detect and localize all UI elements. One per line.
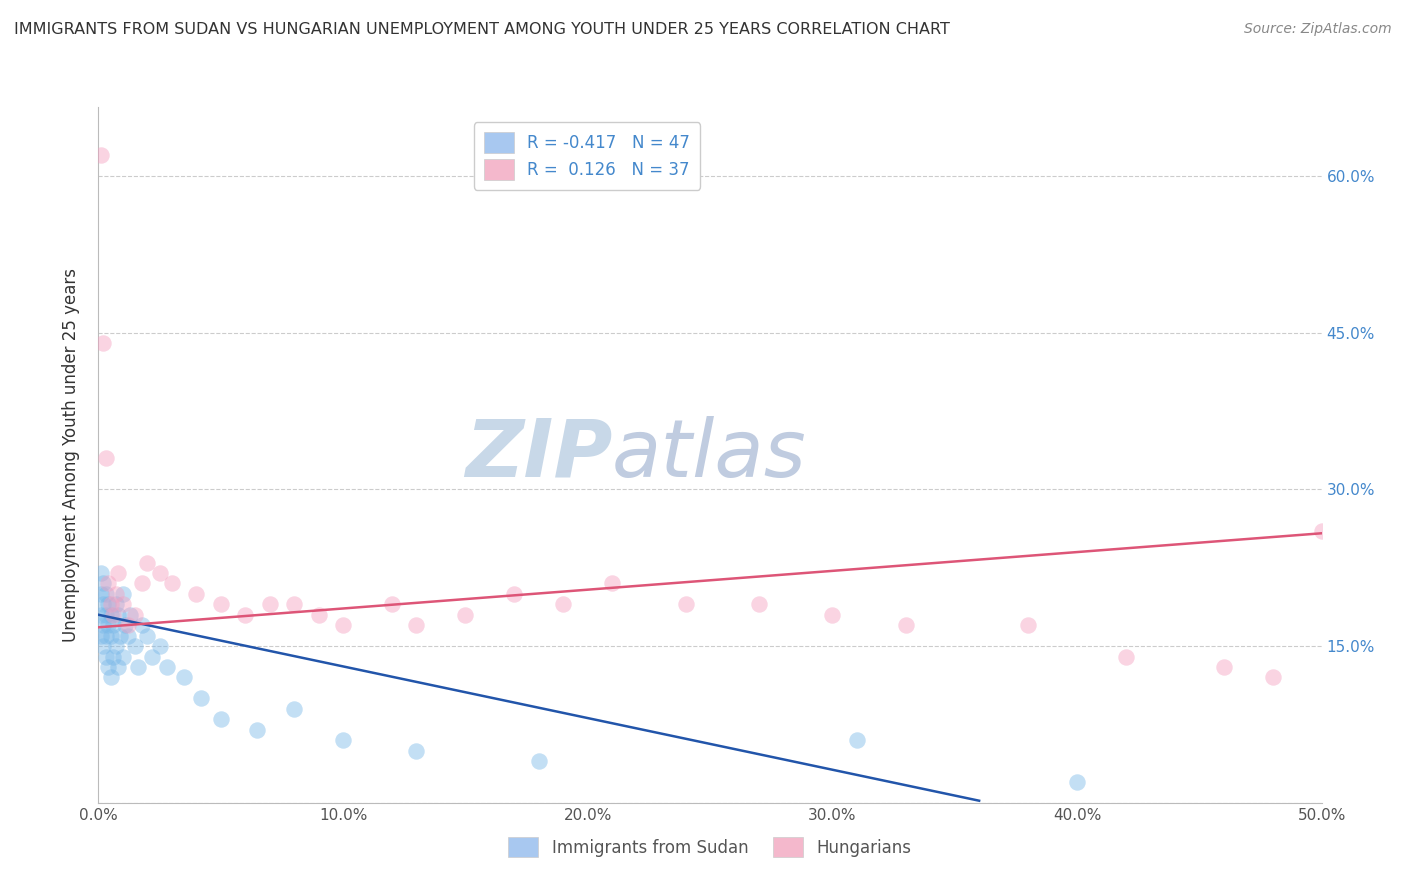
Point xyxy=(748,597,770,611)
Point xyxy=(259,597,281,611)
Point xyxy=(94,649,117,664)
Point xyxy=(156,660,179,674)
Point xyxy=(381,597,404,611)
Point xyxy=(527,754,550,768)
Point xyxy=(107,607,129,622)
Point xyxy=(104,639,127,653)
Point xyxy=(1261,670,1284,684)
Point xyxy=(91,618,114,632)
Point xyxy=(100,670,122,684)
Point xyxy=(186,587,208,601)
Point xyxy=(173,670,195,684)
Point xyxy=(90,566,112,580)
Point xyxy=(107,660,129,674)
Point xyxy=(94,587,117,601)
Point xyxy=(94,607,117,622)
Point xyxy=(209,597,232,611)
Point xyxy=(101,649,124,664)
Point xyxy=(100,629,122,643)
Point xyxy=(91,576,114,591)
Point xyxy=(283,702,305,716)
Point xyxy=(104,597,127,611)
Point xyxy=(100,597,122,611)
Point xyxy=(114,618,136,632)
Point xyxy=(124,607,146,622)
Point xyxy=(332,618,354,632)
Point xyxy=(97,618,120,632)
Point xyxy=(97,576,120,591)
Point xyxy=(104,587,127,601)
Point xyxy=(283,597,305,611)
Point xyxy=(111,597,134,611)
Point xyxy=(136,556,159,570)
Point xyxy=(1310,524,1333,538)
Point xyxy=(136,629,159,643)
Point xyxy=(149,566,172,580)
Point xyxy=(1066,775,1088,789)
Point xyxy=(308,607,330,622)
Point xyxy=(141,649,163,664)
Point xyxy=(97,597,120,611)
Point xyxy=(101,618,124,632)
Point xyxy=(120,607,142,622)
Point xyxy=(91,597,114,611)
Point xyxy=(90,607,112,622)
Point xyxy=(131,618,153,632)
Point xyxy=(124,639,146,653)
Point xyxy=(94,629,117,643)
Point xyxy=(94,451,117,466)
Point xyxy=(117,629,139,643)
Point xyxy=(100,607,122,622)
Point xyxy=(845,733,868,747)
Y-axis label: Unemployment Among Youth under 25 years: Unemployment Among Youth under 25 years xyxy=(62,268,80,642)
Point xyxy=(117,618,139,632)
Point xyxy=(97,660,120,674)
Point xyxy=(190,691,212,706)
Point xyxy=(675,597,697,611)
Point xyxy=(821,607,844,622)
Point xyxy=(246,723,269,737)
Legend: Immigrants from Sudan, Hungarians: Immigrants from Sudan, Hungarians xyxy=(502,830,918,864)
Point xyxy=(405,618,427,632)
Point xyxy=(1017,618,1039,632)
Point xyxy=(149,639,172,653)
Point xyxy=(127,660,149,674)
Point xyxy=(405,743,427,757)
Point xyxy=(600,576,623,591)
Text: IMMIGRANTS FROM SUDAN VS HUNGARIAN UNEMPLOYMENT AMONG YOUTH UNDER 25 YEARS CORRE: IMMIGRANTS FROM SUDAN VS HUNGARIAN UNEMP… xyxy=(14,22,950,37)
Point xyxy=(91,336,114,351)
Point xyxy=(90,587,112,601)
Point xyxy=(90,629,112,643)
Text: Source: ZipAtlas.com: Source: ZipAtlas.com xyxy=(1244,22,1392,37)
Point xyxy=(107,566,129,580)
Point xyxy=(1212,660,1234,674)
Point xyxy=(111,649,134,664)
Point xyxy=(90,148,112,162)
Point xyxy=(332,733,354,747)
Point xyxy=(894,618,917,632)
Point xyxy=(91,639,114,653)
Point xyxy=(553,597,575,611)
Point xyxy=(209,712,232,726)
Point xyxy=(503,587,526,601)
Text: ZIP: ZIP xyxy=(465,416,612,494)
Point xyxy=(110,629,132,643)
Point xyxy=(1115,649,1137,664)
Point xyxy=(454,607,477,622)
Point xyxy=(160,576,183,591)
Point xyxy=(101,607,124,622)
Point xyxy=(131,576,153,591)
Point xyxy=(111,587,134,601)
Text: atlas: atlas xyxy=(612,416,807,494)
Point xyxy=(233,607,256,622)
